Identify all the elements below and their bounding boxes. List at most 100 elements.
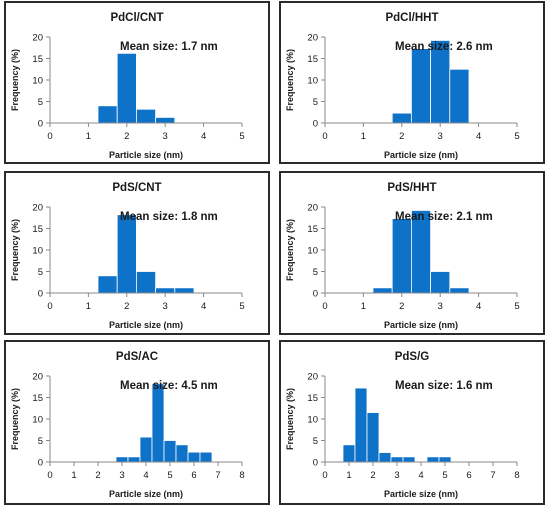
panel-pds-g: PdS/G 0 5 10 15 20 0 1 2 3 4 5 6 7 8 Particle size (nm)… xyxy=(279,340,545,505)
mean-size-annotation: Mean size: 2.6 nm xyxy=(395,41,493,53)
y-tick-label: 15 xyxy=(32,54,43,65)
x-tick-label: 7 xyxy=(215,470,220,481)
x-tick-label: 2 xyxy=(124,301,129,312)
x-tick-label: 2 xyxy=(95,470,100,481)
histogram-bar xyxy=(391,218,412,294)
chart-pds-cnt: PdS/CNT 0 5 10 15 20 0 1 2 3 4 5 Particle size (nm) F… xyxy=(10,182,245,330)
histogram-bar xyxy=(402,456,416,463)
chart-title: PdCl/HHT xyxy=(385,12,438,24)
y-tick-label: 10 xyxy=(307,415,318,426)
x-tick-label: 2 xyxy=(124,131,129,142)
x-tick-label: 4 xyxy=(143,470,148,481)
x-tick-label: 8 xyxy=(239,470,244,481)
panel-pdcl-cnt: PdCl/CNT 0 5 10 15 20 0 1 2 3 4 5 Particle size (nm)… xyxy=(4,1,270,164)
histogram-bar xyxy=(391,112,412,124)
x-tick-label: 5 xyxy=(167,470,172,481)
histogram-bar xyxy=(199,451,213,463)
histogram-bar xyxy=(426,456,440,463)
x-axis-label: Particle size (nm) xyxy=(384,489,458,499)
y-tick-label: 15 xyxy=(307,54,318,65)
y-tick-label: 0 xyxy=(313,458,318,469)
x-tick-label: 5 xyxy=(239,301,244,312)
x-tick-label: 2 xyxy=(399,301,404,312)
histogram-bar xyxy=(342,444,356,463)
chart-pds-ac: PdS/AC 0 5 10 15 20 0 1 2 3 4 5 6 7 8 Particle size (nm… xyxy=(10,351,245,499)
x-tick-label: 4 xyxy=(201,301,206,312)
mean-size-annotation: Mean size: 1.6 nm xyxy=(395,380,493,392)
y-tick-label: 15 xyxy=(307,393,318,404)
x-tick-label: 3 xyxy=(119,470,124,481)
x-tick-label: 3 xyxy=(163,131,168,142)
chart-pdcl-hht: PdCl/HHT 0 5 10 15 20 0 1 2 3 4 5 Particle size (nm)… xyxy=(285,12,520,160)
y-tick-label: 20 xyxy=(32,203,43,214)
y-tick-label: 20 xyxy=(32,33,43,44)
x-tick-label: 3 xyxy=(438,131,443,142)
x-tick-label: 1 xyxy=(361,131,366,142)
x-tick-label: 6 xyxy=(466,470,471,481)
histogram-bar xyxy=(372,287,393,294)
x-tick-label: 6 xyxy=(191,470,196,481)
histogram-bar xyxy=(97,275,118,294)
histogram-bar xyxy=(175,444,189,463)
histogram-bar xyxy=(155,117,176,124)
y-tick-label: 5 xyxy=(38,436,43,447)
y-tick-label: 10 xyxy=(32,76,43,87)
x-tick-label: 1 xyxy=(86,301,91,312)
x-tick-label: 5 xyxy=(514,301,519,312)
y-tick-label: 10 xyxy=(32,415,43,426)
histogram-bar xyxy=(174,287,195,294)
y-tick-label: 20 xyxy=(307,203,318,214)
x-tick-label: 0 xyxy=(322,131,327,142)
x-tick-label: 1 xyxy=(86,131,91,142)
mean-size-annotation: Mean size: 1.8 nm xyxy=(120,211,218,223)
mean-size-annotation: Mean size: 2.1 nm xyxy=(395,211,493,223)
y-tick-label: 10 xyxy=(32,246,43,257)
x-tick-label: 1 xyxy=(71,470,76,481)
x-tick-label: 1 xyxy=(346,470,351,481)
mean-size-annotation: Mean size: 4.5 nm xyxy=(120,380,218,392)
histogram-bar xyxy=(97,105,118,124)
histogram-bar xyxy=(163,440,177,463)
y-tick-label: 5 xyxy=(313,436,318,447)
histogram-bar xyxy=(187,451,201,463)
y-tick-label: 15 xyxy=(32,393,43,404)
chart-title: PdS/CNT xyxy=(112,182,161,194)
y-axis-label: Frequency (%) xyxy=(10,49,20,111)
chart-pds-hht: PdS/HHT 0 5 10 15 20 0 1 2 3 4 5 Particle size (nm) F… xyxy=(285,182,520,330)
y-tick-label: 0 xyxy=(38,289,43,300)
x-axis-label: Particle size (nm) xyxy=(384,320,458,330)
y-axis-label: Frequency (%) xyxy=(285,219,295,281)
panel-pds-ac: PdS/AC 0 5 10 15 20 0 1 2 3 4 5 6 7 8 Particle size (nm… xyxy=(4,340,270,505)
x-axis-label: Particle size (nm) xyxy=(384,150,458,160)
chart-title: PdS/G xyxy=(395,351,430,363)
x-tick-label: 4 xyxy=(418,470,423,481)
y-tick-label: 5 xyxy=(313,267,318,278)
x-tick-label: 4 xyxy=(201,131,206,142)
x-tick-label: 1 xyxy=(361,301,366,312)
x-tick-label: 7 xyxy=(490,470,495,481)
histogram-bar xyxy=(127,456,141,463)
x-axis-label: Particle size (nm) xyxy=(109,489,183,499)
panel-pds-hht: PdS/HHT 0 5 10 15 20 0 1 2 3 4 5 Particle size (nm) F… xyxy=(279,171,545,335)
y-tick-label: 20 xyxy=(307,33,318,44)
histogram-bar xyxy=(449,68,470,124)
y-tick-label: 10 xyxy=(307,76,318,87)
histogram-bar xyxy=(438,456,452,463)
y-tick-label: 15 xyxy=(307,224,318,235)
panel-pdcl-hht: PdCl/HHT 0 5 10 15 20 0 1 2 3 4 5 Particle size (nm)… xyxy=(279,1,545,164)
y-tick-label: 20 xyxy=(307,372,318,383)
histogram-bar xyxy=(378,452,392,463)
chart-pdcl-cnt: PdCl/CNT 0 5 10 15 20 0 1 2 3 4 5 Particle size (nm)… xyxy=(10,12,245,160)
x-tick-label: 0 xyxy=(47,131,52,142)
x-tick-label: 2 xyxy=(370,470,375,481)
y-tick-label: 0 xyxy=(38,119,43,130)
y-tick-label: 0 xyxy=(38,458,43,469)
y-axis-label: Frequency (%) xyxy=(285,388,295,450)
histogram-bar xyxy=(390,456,404,463)
histogram-bar xyxy=(410,48,431,124)
y-axis-label: Frequency (%) xyxy=(10,388,20,450)
mean-size-annotation: Mean size: 1.7 nm xyxy=(120,41,218,53)
panel-pds-cnt: PdS/CNT 0 5 10 15 20 0 1 2 3 4 5 Particle size (nm) F… xyxy=(4,171,270,335)
histogram-bar xyxy=(449,287,470,294)
y-tick-label: 20 xyxy=(32,372,43,383)
